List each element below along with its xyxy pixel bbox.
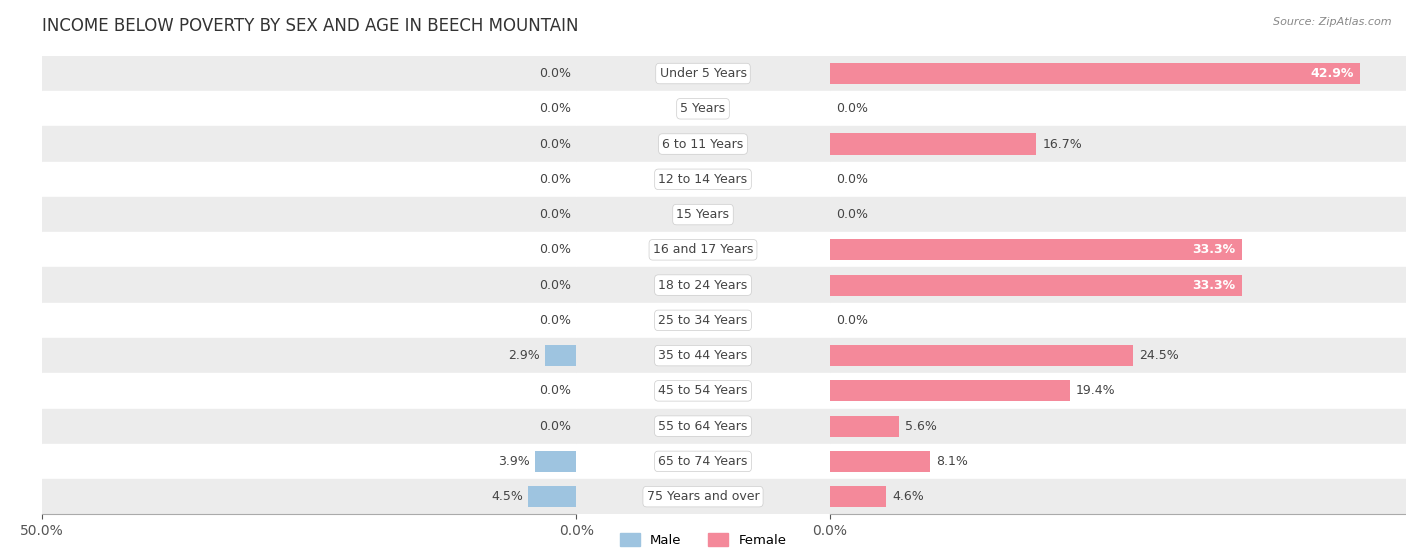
- Text: 42.9%: 42.9%: [1310, 67, 1354, 80]
- Bar: [42, 197, 576, 232]
- Text: 65 to 74 Years: 65 to 74 Years: [658, 455, 748, 468]
- Bar: [830, 197, 1406, 232]
- Text: 0.0%: 0.0%: [538, 385, 571, 397]
- Text: 3.9%: 3.9%: [498, 455, 530, 468]
- Text: 4.6%: 4.6%: [893, 490, 924, 503]
- Text: 0.0%: 0.0%: [538, 278, 571, 292]
- Text: 0.0%: 0.0%: [538, 314, 571, 327]
- Bar: [42, 338, 576, 373]
- Text: 33.3%: 33.3%: [1192, 278, 1236, 292]
- Bar: [42, 56, 576, 91]
- Text: 0.0%: 0.0%: [835, 208, 868, 221]
- Text: 0.0%: 0.0%: [538, 102, 571, 115]
- Bar: [42, 409, 576, 444]
- Bar: [830, 303, 1406, 338]
- Text: INCOME BELOW POVERTY BY SEX AND AGE IN BEECH MOUNTAIN: INCOME BELOW POVERTY BY SEX AND AGE IN B…: [42, 17, 579, 35]
- Text: 15 Years: 15 Years: [676, 208, 730, 221]
- Text: 33.3%: 33.3%: [1192, 243, 1236, 257]
- Text: 18 to 24 Years: 18 to 24 Years: [658, 278, 748, 292]
- Text: 8.1%: 8.1%: [936, 455, 967, 468]
- Text: 0.0%: 0.0%: [538, 420, 571, 433]
- Text: 19.4%: 19.4%: [1076, 385, 1115, 397]
- Bar: [830, 91, 1406, 126]
- Bar: [42, 267, 576, 303]
- Bar: [830, 486, 886, 507]
- Bar: [830, 444, 1406, 479]
- Bar: [546, 345, 576, 366]
- Bar: [830, 338, 1406, 373]
- Bar: [576, 338, 830, 373]
- Bar: [42, 126, 576, 162]
- Text: 16 and 17 Years: 16 and 17 Years: [652, 243, 754, 257]
- Text: 0.0%: 0.0%: [538, 243, 571, 257]
- Text: 0.0%: 0.0%: [835, 314, 868, 327]
- Text: 35 to 44 Years: 35 to 44 Years: [658, 349, 748, 362]
- Bar: [830, 380, 1070, 401]
- Bar: [830, 415, 898, 437]
- Bar: [830, 134, 1036, 155]
- Bar: [42, 232, 576, 267]
- Bar: [830, 126, 1406, 162]
- Bar: [576, 267, 830, 303]
- Bar: [42, 373, 576, 409]
- Bar: [830, 267, 1406, 303]
- Bar: [42, 303, 576, 338]
- Bar: [830, 409, 1406, 444]
- Text: 2.9%: 2.9%: [509, 349, 540, 362]
- Bar: [576, 373, 830, 409]
- Bar: [830, 162, 1406, 197]
- Text: 4.5%: 4.5%: [491, 490, 523, 503]
- Bar: [830, 345, 1133, 366]
- Bar: [830, 232, 1406, 267]
- Bar: [830, 274, 1241, 296]
- Legend: Male, Female: Male, Female: [614, 528, 792, 552]
- Text: Under 5 Years: Under 5 Years: [659, 67, 747, 80]
- Text: 24.5%: 24.5%: [1139, 349, 1178, 362]
- Bar: [576, 303, 830, 338]
- Text: 6 to 11 Years: 6 to 11 Years: [662, 138, 744, 150]
- Bar: [576, 197, 830, 232]
- Bar: [42, 479, 576, 514]
- Bar: [830, 451, 929, 472]
- Text: 5 Years: 5 Years: [681, 102, 725, 115]
- Text: 12 to 14 Years: 12 to 14 Years: [658, 173, 748, 186]
- Text: 0.0%: 0.0%: [538, 138, 571, 150]
- Bar: [576, 444, 830, 479]
- Bar: [830, 479, 1406, 514]
- Bar: [830, 239, 1241, 260]
- Text: 5.6%: 5.6%: [905, 420, 936, 433]
- Text: 55 to 64 Years: 55 to 64 Years: [658, 420, 748, 433]
- Bar: [576, 479, 830, 514]
- Bar: [576, 91, 830, 126]
- Bar: [830, 56, 1406, 91]
- Bar: [830, 63, 1361, 84]
- Bar: [42, 91, 576, 126]
- Bar: [529, 486, 576, 507]
- Bar: [534, 451, 576, 472]
- Bar: [576, 162, 830, 197]
- Text: 0.0%: 0.0%: [538, 67, 571, 80]
- Text: 0.0%: 0.0%: [538, 173, 571, 186]
- Text: 25 to 34 Years: 25 to 34 Years: [658, 314, 748, 327]
- Bar: [576, 232, 830, 267]
- Bar: [42, 444, 576, 479]
- Bar: [576, 56, 830, 91]
- Text: 0.0%: 0.0%: [835, 173, 868, 186]
- Bar: [830, 373, 1406, 409]
- Bar: [576, 409, 830, 444]
- Text: Source: ZipAtlas.com: Source: ZipAtlas.com: [1274, 17, 1392, 27]
- Text: 45 to 54 Years: 45 to 54 Years: [658, 385, 748, 397]
- Text: 16.7%: 16.7%: [1042, 138, 1083, 150]
- Text: 0.0%: 0.0%: [835, 102, 868, 115]
- Text: 75 Years and over: 75 Years and over: [647, 490, 759, 503]
- Bar: [42, 162, 576, 197]
- Text: 0.0%: 0.0%: [538, 208, 571, 221]
- Bar: [576, 126, 830, 162]
